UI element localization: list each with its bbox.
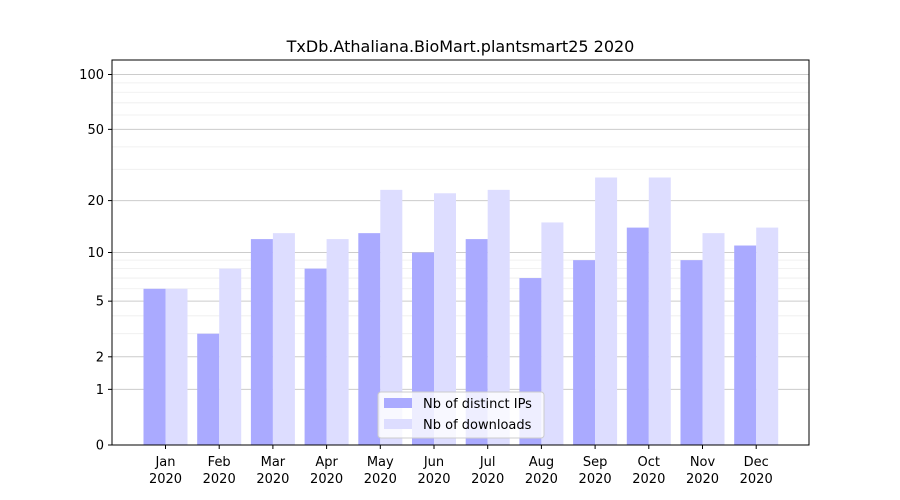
x-tick-label-year: 2020 <box>686 472 719 487</box>
y-tick-label: 50 <box>87 123 104 138</box>
x-tick-label-month: Nov <box>690 455 716 470</box>
x-tick-label-year: 2020 <box>256 472 289 487</box>
bar-downloads-6 <box>487 189 510 445</box>
x-tick-label-month: Oct <box>638 455 660 470</box>
x-tick-label-month: Dec <box>744 455 769 470</box>
x-tick-label-year: 2020 <box>310 472 343 487</box>
x-tick-label-month: Jul <box>479 455 496 470</box>
x-tick-label-year: 2020 <box>740 472 773 487</box>
x-tick-label-month: Mar <box>261 455 286 470</box>
x-tick-label-year: 2020 <box>632 472 665 487</box>
y-axis: 0 1 2 5 10 20 50 100 <box>79 68 112 454</box>
x-tick-label-year: 2020 <box>525 472 558 487</box>
bar-downloads-0 <box>165 288 188 445</box>
bar-downloads-3 <box>326 239 349 445</box>
x-tick-label-year: 2020 <box>364 472 397 487</box>
bar-distinct-ips-11 <box>734 245 757 445</box>
x-tick-label-month: Sep <box>583 455 608 470</box>
bar-distinct-ips-0 <box>143 288 166 445</box>
bar-distinct-ips-8 <box>573 260 596 445</box>
bar-downloads-7 <box>541 222 564 445</box>
legend-label-downloads: Nb of downloads <box>423 418 532 433</box>
bar-distinct-ips-9 <box>626 227 649 445</box>
x-tick-label-month: May <box>367 455 394 470</box>
x-tick-label-month: Jun <box>423 455 444 470</box>
bar-downloads-8 <box>595 177 618 445</box>
bar-downloads-5 <box>434 193 456 445</box>
legend-swatch-distinct-ips <box>384 398 412 408</box>
bar-distinct-ips-1 <box>197 333 220 445</box>
legend-swatch-downloads <box>384 419 412 429</box>
legend: Nb of distinct IPs Nb of downloads <box>377 391 545 439</box>
bar-distinct-ips-3 <box>304 268 327 445</box>
x-axis: Jan 2020 Feb 2020 Mar 2020 Apr 2020 May 2020 Jun 20… <box>149 445 773 487</box>
x-tick-label-year: 2020 <box>579 472 612 487</box>
y-tick-label: 1 <box>96 383 104 398</box>
legend-box <box>377 391 545 439</box>
x-tick-label-year: 2020 <box>471 472 504 487</box>
bar-downloads-4 <box>380 189 403 445</box>
x-tick-label-year: 2020 <box>203 472 236 487</box>
bar-downloads-9 <box>648 177 671 445</box>
bar-downloads-2 <box>272 233 295 445</box>
bar-distinct-ips-4 <box>358 233 381 445</box>
y-tick-label: 5 <box>96 295 104 310</box>
y-tick-label: 100 <box>79 68 104 83</box>
legend-label-distinct-ips: Nb of distinct IPs <box>423 397 532 412</box>
bar-distinct-ips-2 <box>250 239 273 445</box>
y-tick-label: 10 <box>87 246 104 261</box>
y-tick-label: 0 <box>96 439 104 454</box>
x-tick-label-month: Jan <box>154 455 175 470</box>
bar-distinct-ips-10 <box>680 260 703 445</box>
x-tick-label-year: 2020 <box>149 472 182 487</box>
x-tick-label-year: 2020 <box>417 472 450 487</box>
chart-title: TxDb.Athaliana.BioMart.plantsmart25 2020 <box>286 37 635 56</box>
x-tick-label-month: Aug <box>529 455 554 470</box>
bar-downloads-11 <box>756 227 779 445</box>
bar-downloads-1 <box>219 268 242 445</box>
x-tick-label-month: Feb <box>208 455 231 470</box>
y-tick-label: 2 <box>96 350 104 365</box>
bar-downloads-10 <box>702 233 725 445</box>
y-tick-label: 20 <box>87 194 104 209</box>
x-tick-label-month: Apr <box>315 455 338 470</box>
